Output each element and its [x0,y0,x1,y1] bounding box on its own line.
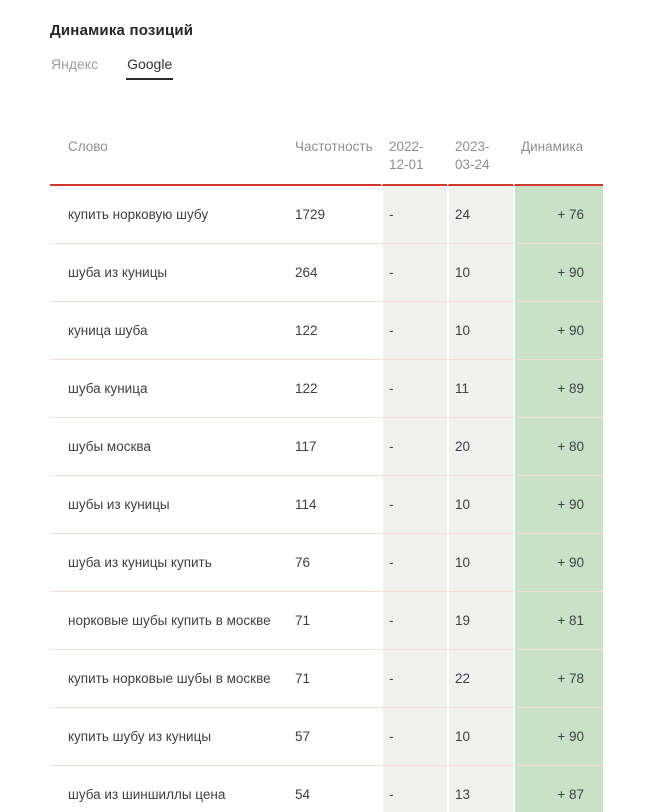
frequency-cell: 71 [293,650,381,709]
positions-table: Слово Частотность 2022- 12-01 2023- 03-24 Ди… [50,118,603,812]
dynamics-cell: + 90 [513,302,603,361]
table-row: норковые шубы купить в москве 71-19 + 81 [50,592,603,651]
tab-yandex[interactable]: Яндекс [50,56,99,80]
keyword-cell: шуба из куницы [50,244,293,303]
dynamics-cell: + 78 [513,650,603,709]
date-1-position-cell: - [381,302,447,361]
date-1-position-cell: - [381,708,447,767]
keyword-cell: шубы из куницы [50,476,293,535]
keyword-cell: шуба из шиншиллы цена [50,766,293,812]
search-engine-tabs: Яндекс Google [50,56,603,80]
keyword-cell: норковые шубы купить в москве [50,592,293,651]
keyword-cell: шуба куница [50,360,293,419]
date-1-position-cell: - [381,476,447,535]
table-row: шуба из куницы купить 76-10 + 90 [50,534,603,593]
keyword-cell: купить норковую шубу [50,186,293,245]
keyword-cell: купить норковые шубы в москве [50,650,293,709]
table-row: куница шуба 122-10 + 90 [50,302,603,361]
date-1-position-cell: - [381,244,447,303]
frequency-cell: 114 [293,476,381,535]
date-1-position-cell: - [381,360,447,419]
frequency-cell: 122 [293,302,381,361]
frequency-cell: 54 [293,766,381,812]
header-date-1: 2022- 12-01 [381,118,447,187]
date-2-position-cell: 10 [447,244,513,303]
table-body: купить норковую шубу 1729-24 + 76 шуба из к… [50,186,603,812]
date-1-position-cell: - [381,418,447,477]
dynamics-cell: + 90 [513,534,603,593]
dynamics-cell: + 81 [513,592,603,651]
page-title: Динамика позиций [50,22,194,39]
header-frequency: Частотность [293,118,381,187]
keyword-cell: купить шубу из куницы [50,708,293,767]
date-2-position-cell: 10 [447,302,513,361]
dynamics-cell: + 89 [513,360,603,419]
table-header-row: Слово Частотность 2022- 12-01 2023- 03-24 Ди… [50,118,603,187]
table-row: шуба из шиншиллы цена 54-13 + 87 [50,766,603,812]
frequency-cell: 71 [293,592,381,651]
dynamics-cell: + 90 [513,476,603,535]
date-2-position-cell: 10 [447,534,513,593]
dynamics-cell: + 76 [513,186,603,245]
table-row: купить норковые шубы в москве 71-22 + 78 [50,650,603,709]
keyword-cell: шубы москва [50,418,293,477]
table-row: шубы из куницы 114-10 + 90 [50,476,603,535]
frequency-cell: 122 [293,360,381,419]
date-2-position-cell: 13 [447,766,513,812]
dynamics-cell: + 87 [513,766,603,812]
table-row: шуба куница 122-11 + 89 [50,360,603,419]
frequency-cell: 117 [293,418,381,477]
date-1-position-cell: - [381,592,447,651]
date-2-position-cell: 10 [447,476,513,535]
header-dynamics: Динамика [513,118,603,187]
table-row: купить шубу из куницы 57-10 + 90 [50,708,603,767]
date-2-position-cell: 10 [447,708,513,767]
table-row: шубы москва 117-20 + 80 [50,418,603,477]
keyword-cell: шуба из куницы купить [50,534,293,593]
date-2-position-cell: 11 [447,360,513,419]
date-2-position-cell: 22 [447,650,513,709]
date-2-position-cell: 20 [447,418,513,477]
frequency-cell: 1729 [293,186,381,245]
table-row: шуба из куницы 264-10 + 90 [50,244,603,303]
dynamics-cell: + 90 [513,708,603,767]
date-1-position-cell: - [381,534,447,593]
table-row: купить норковую шубу 1729-24 + 76 [50,186,603,245]
frequency-cell: 57 [293,708,381,767]
header-word: Слово [50,118,293,187]
table-header: Слово Частотность 2022- 12-01 2023- 03-24 Ди… [50,118,603,187]
frequency-cell: 264 [293,244,381,303]
date-1-position-cell: - [381,650,447,709]
dynamics-cell: + 80 [513,418,603,477]
header-date-2: 2023- 03-24 [447,118,513,187]
tab-google[interactable]: Google [126,56,174,80]
date-2-position-cell: 24 [447,186,513,245]
date-1-position-cell: - [381,766,447,812]
date-1-position-cell: - [381,186,447,245]
dynamics-cell: + 90 [513,244,603,303]
frequency-cell: 76 [293,534,381,593]
keyword-cell: куница шуба [50,302,293,361]
date-2-position-cell: 19 [447,592,513,651]
